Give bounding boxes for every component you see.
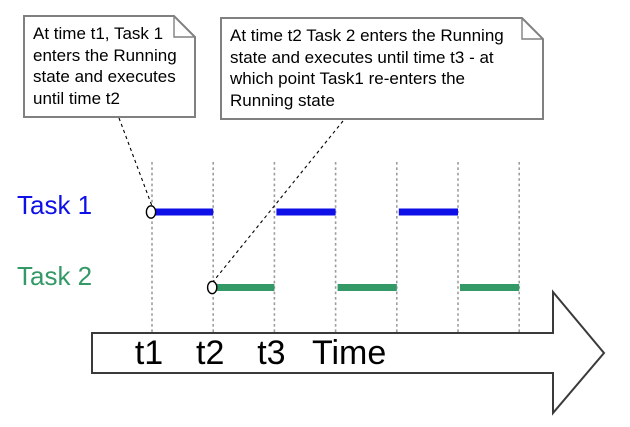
- note-shape: [220, 17, 544, 120]
- note-outline: [220, 17, 544, 120]
- note-fold-corner-icon: [521, 18, 543, 40]
- note-text: At time t2 Task 2 enters the Running sta…: [230, 26, 504, 110]
- note-outline: [23, 15, 196, 118]
- note-shape: [23, 15, 196, 118]
- task1-label: Task 1: [17, 190, 93, 220]
- axis-tick-t2: t2: [196, 334, 224, 372]
- task2-label: Task 2: [17, 261, 93, 291]
- task1-running-bar: [398, 208, 458, 216]
- axis-labels-group: t1 t2 t3 Time: [135, 334, 386, 372]
- note-fold-corner-icon: [173, 16, 195, 38]
- note-text: At time t1, Task 1 enters the Running st…: [33, 24, 177, 108]
- note-task2-enters-running: At time t2 Task 2 enters the Running sta…: [220, 17, 544, 120]
- note1-leader-line: [118, 117, 153, 207]
- note2-leader-line: [212, 120, 344, 282]
- axis-label-time: Time: [312, 334, 386, 372]
- gridlines-group: [151, 162, 521, 333]
- note-task1-enters-running: At time t1, Task 1 enters the Running st…: [23, 15, 196, 118]
- axis-tick-t3: t3: [257, 334, 285, 372]
- task1-running-bar: [154, 208, 214, 216]
- note1-anchor-circle: [145, 205, 157, 219]
- note2-anchor-circle: [206, 280, 218, 295]
- task2-running-bar: [337, 284, 397, 291]
- time-axis-arrow: [91, 289, 606, 416]
- axis-tick-t1: t1: [135, 334, 163, 372]
- note-leaders-group: [118, 117, 344, 295]
- task1-running-bar: [276, 208, 336, 216]
- task2-running-bar: [460, 284, 520, 291]
- task-bars-group: [154, 208, 520, 291]
- task2-running-bar: [215, 284, 275, 291]
